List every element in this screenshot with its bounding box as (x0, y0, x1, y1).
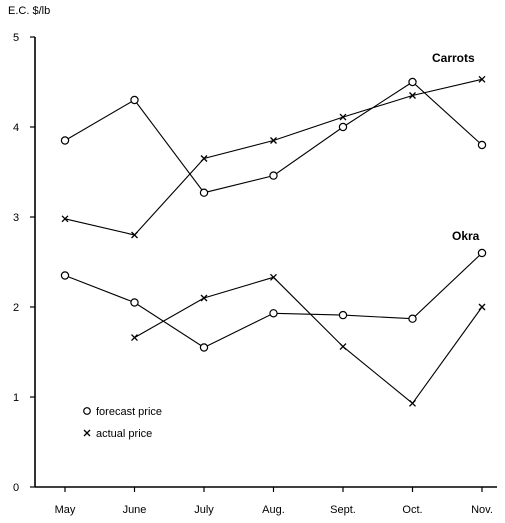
y-tick-label: 2 (13, 302, 19, 314)
carrots-actual-line (64, 78, 483, 236)
x-tick-label: Nov. (471, 504, 493, 516)
y-tick-label: 0 (13, 482, 19, 494)
x-tick-label: June (123, 504, 147, 516)
carrots-forecast-point (60, 136, 70, 145)
legend: forecast price actual price (83, 406, 162, 440)
okra-actual-point (270, 273, 277, 281)
okra-forecast-point (130, 298, 139, 307)
okra-actual-point (200, 294, 208, 302)
carrots-forecast-point (130, 95, 139, 105)
y-tick-label: 1 (13, 392, 19, 404)
okra-forecast-point (477, 248, 487, 258)
carrots-forecast-point (199, 188, 209, 197)
okra-actual-line (134, 276, 483, 405)
carrots-actual-point (200, 155, 208, 162)
carrots-forecast-point (269, 171, 278, 180)
x-tick-label: Aug. (262, 504, 285, 516)
carrots-label: Carrots (432, 51, 475, 65)
okra-actual-point (339, 343, 347, 351)
series-layer (60, 75, 487, 407)
okra-forecast-point (60, 271, 70, 280)
carrots-actual-point (61, 215, 69, 223)
axes: 0 1 2 3 4 5 May June July Aug. Sept. Oct. Nov. (13, 32, 497, 516)
x-tick-label: May (55, 504, 76, 516)
carrots-actual-point (339, 113, 347, 121)
legend-forecast-label: forecast price (96, 406, 162, 418)
legend-actual-marker (83, 429, 91, 437)
carrots-forecast-point (408, 77, 417, 87)
series-labels: Carrots Okra (432, 51, 480, 243)
okra-forecast-point (199, 343, 209, 352)
carrots-forecast-point (477, 140, 487, 150)
y-tick-label: 5 (13, 32, 19, 44)
y-tick-label: 4 (13, 122, 19, 134)
okra-forecast-point (408, 314, 417, 323)
carrots-actual-point (409, 92, 416, 99)
okra-forecast-point (338, 310, 348, 320)
x-tick-label: Sept. (330, 504, 356, 516)
okra-actual-point (478, 303, 486, 311)
okra-forecast-point (269, 309, 278, 318)
legend-actual-label: actual price (96, 428, 152, 440)
y-tick-label: 3 (13, 212, 19, 224)
okra-actual-point (131, 334, 138, 342)
y-axis-label: E.C. $/lb (8, 5, 50, 17)
carrots-actual-point (131, 231, 138, 239)
x-tick-label: July (194, 504, 214, 516)
okra-forecast-line (64, 252, 483, 349)
legend-forecast-marker (83, 407, 91, 415)
okra-label: Okra (452, 229, 480, 243)
okra-actual-point (409, 399, 416, 407)
x-tick-label: Oct. (402, 504, 422, 516)
carrots-actual-point (478, 75, 486, 83)
carrots-forecast-point (338, 122, 348, 132)
carrots-actual-point (270, 137, 277, 144)
